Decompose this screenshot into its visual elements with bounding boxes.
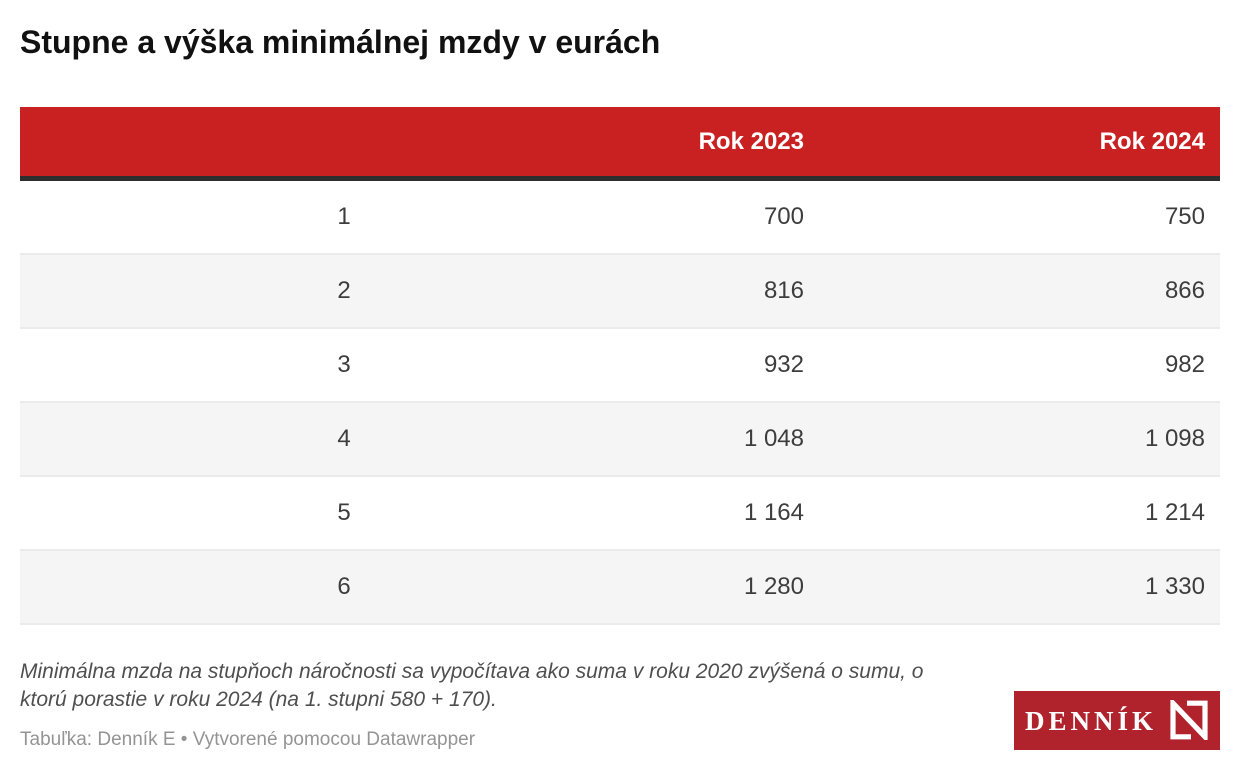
cell-level: 3 bbox=[337, 351, 351, 378]
dennik-n-logo: DENNÍK bbox=[1014, 690, 1220, 750]
cell-level: 5 bbox=[337, 499, 351, 526]
cell-level: 2 bbox=[337, 277, 351, 304]
dennik-n-icon bbox=[1170, 700, 1208, 741]
wage-table: Rok 2023 Rok 2024 1 700 750 2 816 866 3 … bbox=[20, 107, 1220, 625]
table-row: 1 700 750 bbox=[20, 181, 1220, 255]
footer: Minimálna mzda na stupňoch náročnosti sa… bbox=[20, 658, 1220, 751]
cell-rok-2024: 1 330 bbox=[1144, 573, 1205, 600]
header-cell-rok-2023: Rok 2023 bbox=[698, 127, 804, 155]
table-row: 4 1 048 1 098 bbox=[20, 403, 1220, 477]
table-header-row: Rok 2023 Rok 2024 bbox=[20, 107, 1220, 181]
source-line: Tabuľka: Denník E • Vytvorené pomocou Da… bbox=[20, 728, 476, 750]
cell-rok-2024: 866 bbox=[1164, 277, 1205, 304]
cell-rok-2024: 982 bbox=[1164, 351, 1205, 378]
table-row: 5 1 164 1 214 bbox=[20, 477, 1220, 551]
footnote: Minimálna mzda na stupňoch náročnosti sa… bbox=[20, 660, 924, 712]
table-row: 2 816 866 bbox=[20, 255, 1220, 329]
cell-rok-2023: 700 bbox=[763, 203, 804, 230]
table-row: 3 932 982 bbox=[20, 329, 1220, 403]
cell-level: 4 bbox=[337, 425, 351, 452]
cell-rok-2023: 1 048 bbox=[743, 425, 804, 452]
table-row: 6 1 280 1 330 bbox=[20, 551, 1220, 625]
cell-rok-2024: 1 214 bbox=[1144, 499, 1205, 526]
notes-block: Minimálna mzda na stupňoch náročnosti sa… bbox=[20, 658, 950, 751]
table-body: 1 700 750 2 816 866 3 932 982 4 1 048 1 … bbox=[20, 181, 1220, 625]
cell-rok-2024: 750 bbox=[1164, 203, 1205, 230]
cell-rok-2024: 1 098 bbox=[1144, 425, 1205, 452]
cell-rok-2023: 1 280 bbox=[743, 573, 804, 600]
cell-level: 1 bbox=[337, 203, 351, 230]
cell-level: 6 bbox=[337, 573, 351, 600]
cell-rok-2023: 1 164 bbox=[743, 499, 804, 526]
header-cell-rok-2024: Rok 2024 bbox=[1099, 127, 1205, 155]
cell-rok-2023: 932 bbox=[763, 351, 804, 378]
logo-wordmark: DENNÍK bbox=[1024, 705, 1157, 736]
cell-rok-2023: 816 bbox=[763, 277, 804, 304]
page-title: Stupne a výška minimálnej mzdy v eurách bbox=[20, 24, 661, 60]
